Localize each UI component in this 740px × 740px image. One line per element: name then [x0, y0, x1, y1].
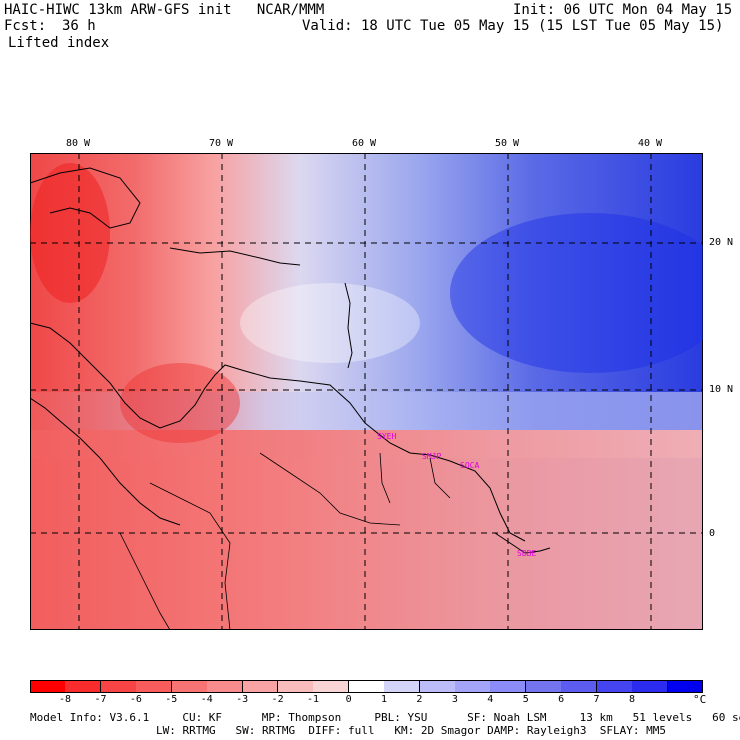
- color-scale-cell: [313, 680, 350, 693]
- color-scale-cell: [207, 680, 243, 693]
- color-scale-tick-label: -4: [200, 694, 213, 705]
- color-scale-tick-label: -5: [165, 694, 178, 705]
- color-scale-cell: [136, 680, 173, 693]
- color-scale-tick-label: 7: [593, 694, 600, 705]
- strong-positive-area: [450, 213, 703, 373]
- color-scale-tick-label: 4: [487, 694, 494, 705]
- init-time: Init: 06 UTC Mon 04 May 15: [513, 2, 733, 18]
- station-label-smjp: SMJP: [422, 452, 442, 461]
- color-scale-cell: [171, 680, 208, 693]
- color-scale-cell: [455, 680, 491, 693]
- station-label-soca: SOCA: [460, 461, 480, 470]
- color-scale-cell: [667, 680, 704, 693]
- station-label-sbbe: SBBE: [517, 549, 537, 558]
- country-borders: [119, 452, 451, 630]
- color-scale-cell: [596, 680, 633, 693]
- valid-time: Valid: 18 UTC Tue 05 May 15 (15 LST Tue …: [302, 18, 724, 34]
- color-scale-cell: [277, 680, 314, 693]
- color-scale-cell: [348, 680, 385, 693]
- color-scale-cell: [100, 680, 137, 693]
- forecast-hour: 36 h: [62, 18, 96, 34]
- color-scale-tick-label: 6: [558, 694, 565, 705]
- color-scale-cell: [384, 680, 421, 693]
- lat-label-10n: 10 N: [709, 384, 734, 395]
- color-scale-cell: [65, 680, 102, 693]
- lon-label-80w: 80 W: [66, 138, 91, 149]
- color-scale-cell: [525, 680, 562, 693]
- lat-label-equator: 0: [709, 528, 716, 539]
- model-info-line: Model Info: V3.6.1 CU: KF MP: Thompson P…: [30, 711, 740, 724]
- lon-label-70w: 70 W: [209, 138, 234, 149]
- lifted-index-map: [30, 153, 703, 630]
- color-scale-cell: [490, 680, 527, 693]
- graticule: [30, 153, 703, 630]
- color-scale-cell: [242, 680, 279, 693]
- color-scale-cell: [30, 680, 66, 693]
- lon-label-40w: 40 W: [638, 138, 663, 149]
- field-name: Lifted index: [8, 35, 110, 51]
- color-scale-tick-label: -1: [306, 694, 319, 705]
- south-america-shading: [31, 429, 702, 629]
- coastlines: [30, 167, 551, 554]
- color-scale-tick-label: 0: [345, 694, 352, 705]
- map-overlay: [30, 153, 703, 630]
- lon-label-50w: 50 W: [495, 138, 520, 149]
- color-scale-tick-label: -8: [59, 694, 72, 705]
- color-scale-cell: [419, 680, 456, 693]
- lat-label-20n: 20 N: [709, 237, 734, 248]
- color-scale-tick-label: -2: [271, 694, 284, 705]
- color-scale-cell: [561, 680, 598, 693]
- model-title: HAIC-HIWC 13km ARW-GFS init NCAR/MMM: [4, 2, 325, 18]
- neutral-area: [240, 283, 420, 363]
- color-scale-cell: [632, 680, 669, 693]
- color-scale-tick-label: -6: [129, 694, 142, 705]
- color-scale-tick-label: -7: [94, 694, 107, 705]
- color-scale-tick-label: 1: [381, 694, 388, 705]
- color-scale-tick-label: 2: [416, 694, 423, 705]
- lon-label-60w: 60 W: [352, 138, 377, 149]
- color-scale-tick-label: 5: [522, 694, 529, 705]
- station-label-syeh: SYEH: [377, 432, 397, 441]
- strong-negative-area: [30, 163, 110, 303]
- physics-info-line: LW: RRTMG SW: RRTMG DIFF: full KM: 2D Sm…: [156, 724, 666, 737]
- color-scale-tick-label: -3: [236, 694, 249, 705]
- forecast-label: Fcst:: [4, 18, 47, 34]
- color-scale-tick-label: 8: [628, 694, 635, 705]
- color-scale-unit: °C: [693, 693, 707, 706]
- color-scale-tick-label: 3: [451, 694, 458, 705]
